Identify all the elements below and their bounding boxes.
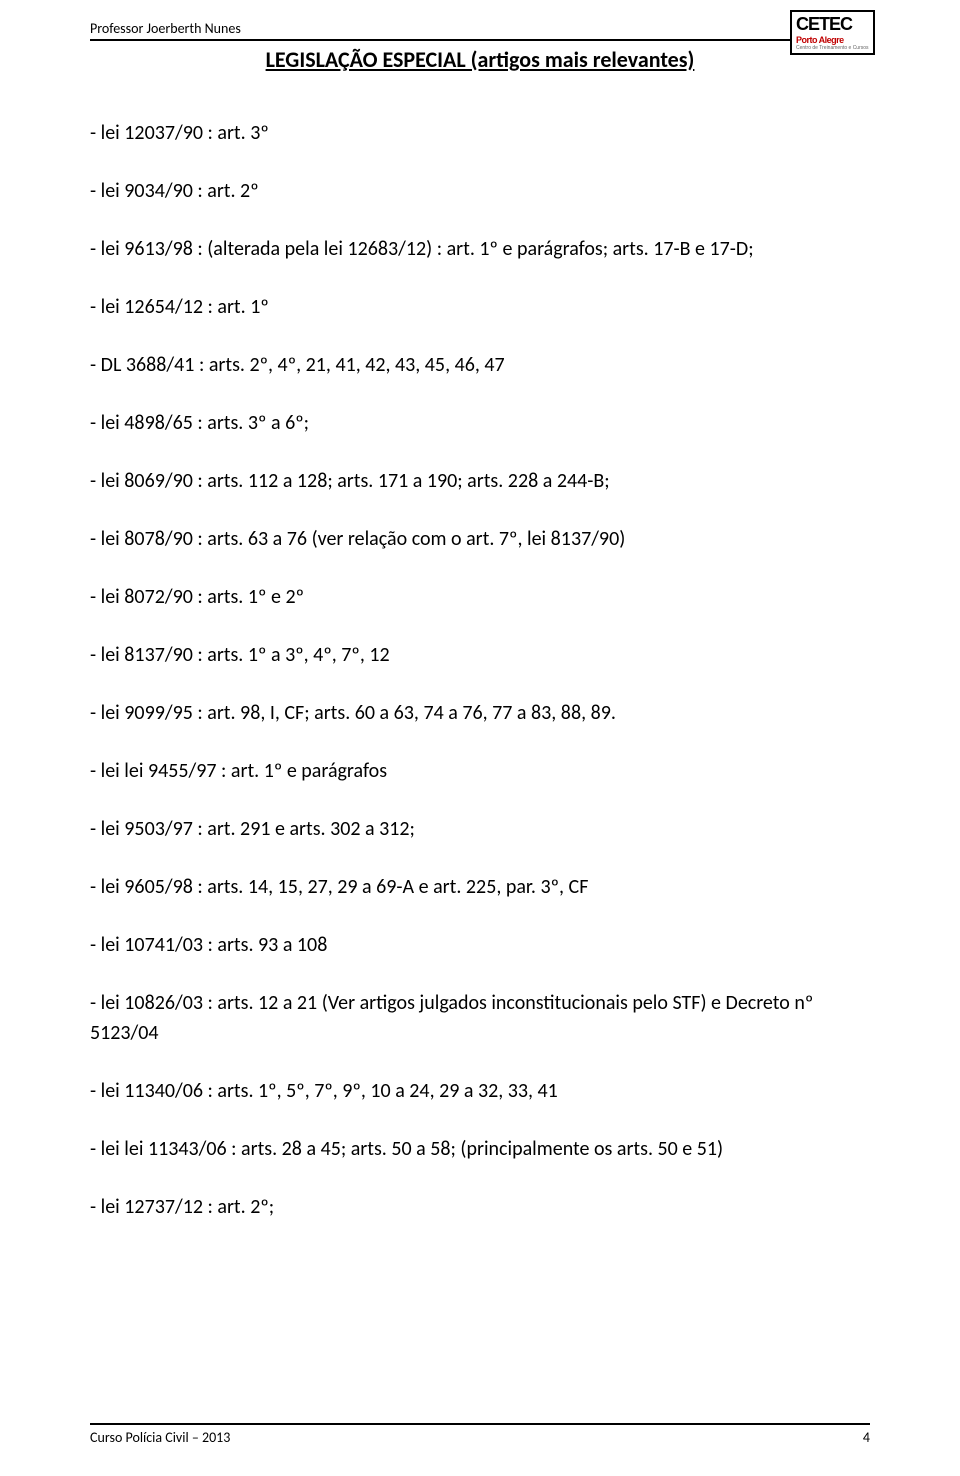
list-item: - lei 12737/12 : art. 2º; [90,1192,870,1222]
list-item: - lei 9503/97 : art. 291 e arts. 302 a 3… [90,814,870,844]
logo-sub-text: Porto Alegre [796,35,869,45]
list-item: - lei 10826/03 : arts. 12 a 21 (Ver arti… [90,988,870,1048]
list-item: - lei 9613/98 : (alterada pela lei 12683… [90,234,870,264]
items-list: - lei 12037/90 : art. 3º - lei 9034/90 : … [90,118,870,1222]
list-item: - lei 9605/98 : arts. 14, 15, 27, 29 a 6… [90,872,870,902]
cetec-logo: CETEC Porto Alegre Centro de Treinamento… [790,10,910,55]
list-item: - lei 8078/90 : arts. 63 a 76 (ver relaç… [90,524,870,554]
list-item: - lei 8137/90 : arts. 1º a 3º, 4º, 7º, 1… [90,640,870,670]
list-item: - lei 4898/65 : arts. 3º a 6º; [90,408,870,438]
list-item: - lei 9034/90 : art. 2º [90,176,870,206]
professor-name: Professor Joerberth Nunes [90,20,870,41]
list-item: - lei 9099/95 : art. 98, I, CF; arts. 60… [90,698,870,728]
list-item: - lei lei 9455/97 : art. 1º e parágrafos [90,756,870,786]
footer-page-number: 4 [863,1429,870,1446]
list-item: - lei 8069/90 : arts. 112 a 128; arts. 1… [90,466,870,496]
list-item: - lei 12654/12 : art. 1º [90,292,870,322]
list-item: - lei lei 11343/06 : arts. 28 a 45; arts… [90,1134,870,1164]
list-item: - DL 3688/41 : arts. 2º, 4º, 21, 41, 42,… [90,350,870,380]
footer-left: Curso Polícia Civil – 2013 [90,1429,230,1446]
page-title: LEGISLAÇÃO ESPECIAL (artigos mais releva… [90,46,870,73]
list-item: - lei 11340/06 : arts. 1º, 5º, 7º, 9º, 1… [90,1076,870,1106]
logo-small-text: Centro de Treinamento e Cursos [796,45,869,51]
logo-main-text: CETEC [796,14,869,35]
page-footer: Curso Polícia Civil – 2013 4 [90,1423,870,1446]
list-item: - lei 8072/90 : arts. 1º e 2º [90,582,870,612]
list-item: - lei 10741/03 : arts. 93 a 108 [90,930,870,960]
list-item: - lei 12037/90 : art. 3º [90,118,870,148]
